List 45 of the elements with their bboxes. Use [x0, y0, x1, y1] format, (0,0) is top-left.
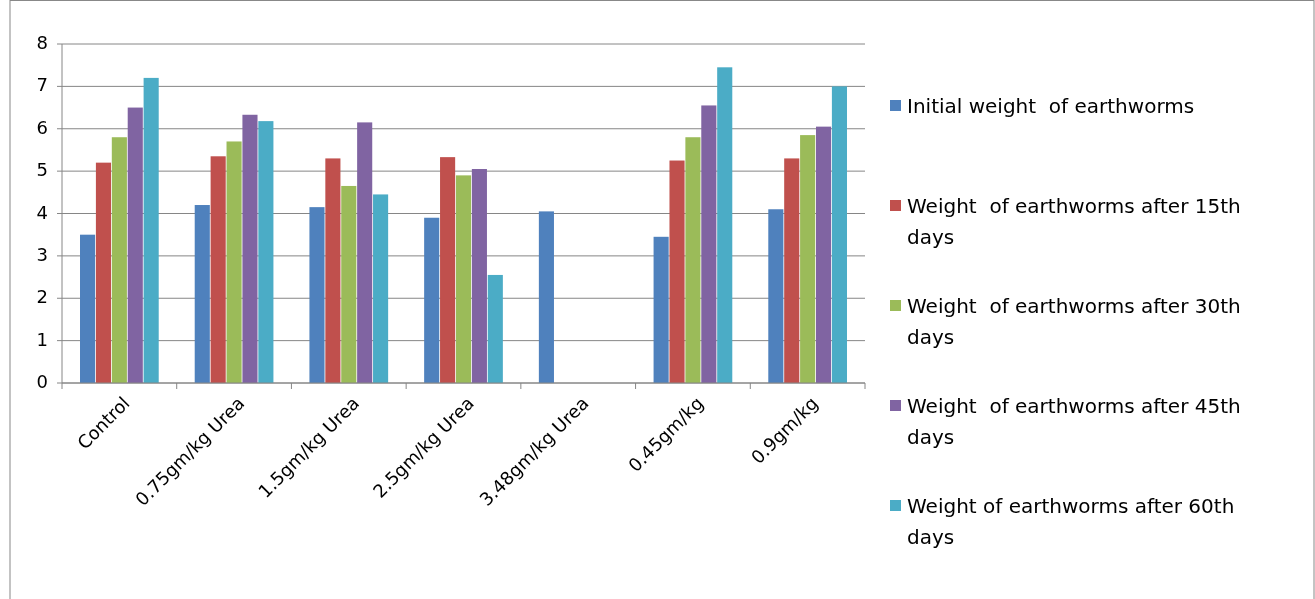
bar	[831, 86, 847, 383]
bar	[768, 209, 784, 383]
bar	[440, 157, 456, 383]
bar	[194, 205, 210, 383]
bar	[127, 107, 143, 383]
bar	[815, 126, 832, 383]
y-tick-label: 8	[36, 32, 48, 53]
bar	[455, 175, 472, 383]
bar	[226, 141, 242, 383]
y-tick-label: 6	[36, 116, 48, 138]
bar	[258, 121, 274, 383]
y-tick-label: 4	[36, 201, 48, 223]
y-tick-label: 5	[36, 159, 48, 181]
bar	[210, 156, 226, 383]
y-tick-label: 3	[36, 243, 48, 265]
bar	[373, 194, 389, 383]
bar	[95, 162, 112, 383]
bar	[653, 236, 669, 383]
y-tick-label: 0	[36, 371, 48, 392]
bar	[471, 169, 487, 383]
bar	[357, 122, 373, 383]
bar	[538, 211, 554, 383]
legend-label: Weight of earthworms after 30th days	[907, 293, 1241, 349]
y-tick-label: 2	[36, 286, 48, 308]
bar	[784, 158, 800, 383]
bar	[242, 114, 258, 383]
legend-label: Initial weight of earthworms	[907, 93, 1195, 118]
legend-label: Weight of earthworms after 15th days	[907, 193, 1241, 249]
bar	[111, 137, 127, 383]
bar	[685, 137, 701, 383]
bar	[309, 207, 325, 383]
bar	[341, 185, 357, 383]
bar	[424, 217, 440, 383]
bar	[80, 234, 96, 383]
bar	[717, 67, 733, 383]
y-tick-label: 1	[36, 328, 48, 350]
legend-label: Weight of earthworms after 60th days	[907, 493, 1235, 549]
bar	[800, 135, 816, 383]
legend-label: Weight of earthworms after 45th days	[907, 393, 1241, 449]
y-tick-label: 7	[36, 74, 48, 96]
bar	[143, 77, 159, 383]
bar	[669, 160, 685, 383]
bar	[487, 274, 503, 383]
bar	[325, 158, 341, 383]
bar	[701, 105, 717, 383]
